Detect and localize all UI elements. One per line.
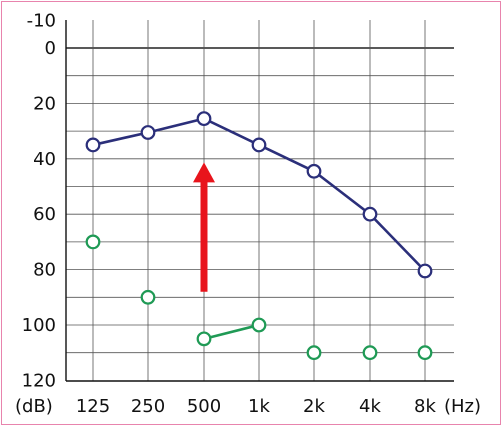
y-tick-label: 80 — [33, 260, 56, 281]
data-point — [196, 111, 212, 127]
y-tick-label: -10 — [27, 10, 56, 31]
data-point — [196, 331, 212, 347]
series-layer — [85, 111, 433, 361]
x-tick-label: 2k — [303, 396, 325, 417]
x-tick-label: 125 — [76, 396, 110, 417]
x-tick-label: 8k — [414, 396, 436, 417]
red-arrow — [193, 162, 215, 292]
data-point — [140, 289, 156, 305]
series-2 — [85, 234, 433, 361]
x-tick-label: 250 — [131, 396, 165, 417]
series-segment — [203, 323, 260, 341]
grid — [65, 20, 454, 382]
y-tick-label: 120 — [22, 370, 56, 391]
y-axis-ticks: -10 0 20 40 60 80 100 120 — [22, 10, 56, 391]
y-tick-label: 100 — [22, 315, 56, 336]
data-point — [362, 206, 378, 222]
data-point — [251, 317, 267, 333]
x-axis-ticks: 125 250 500 1k 2k 4k 8k — [76, 396, 437, 417]
data-point — [306, 345, 322, 361]
x-unit-label: (Hz) — [444, 396, 481, 417]
data-point — [251, 137, 267, 153]
data-point — [85, 137, 101, 153]
x-tick-label: 1k — [248, 396, 270, 417]
y-tick-label: 20 — [33, 93, 56, 114]
data-point — [85, 234, 101, 250]
data-point — [417, 263, 433, 279]
data-point — [362, 345, 378, 361]
x-tick-label: 4k — [359, 396, 381, 417]
data-point — [140, 125, 156, 140]
y-tick-label: 40 — [33, 149, 56, 170]
y-tick-label: 60 — [33, 204, 56, 225]
y-tick-label: 0 — [45, 38, 56, 59]
data-point — [306, 163, 322, 179]
x-tick-label: 500 — [187, 396, 221, 417]
data-point — [417, 345, 433, 361]
annotations — [193, 162, 215, 292]
y-unit-label: (dB) — [15, 396, 53, 417]
series-1 — [85, 111, 433, 279]
arrow-head — [193, 162, 215, 183]
